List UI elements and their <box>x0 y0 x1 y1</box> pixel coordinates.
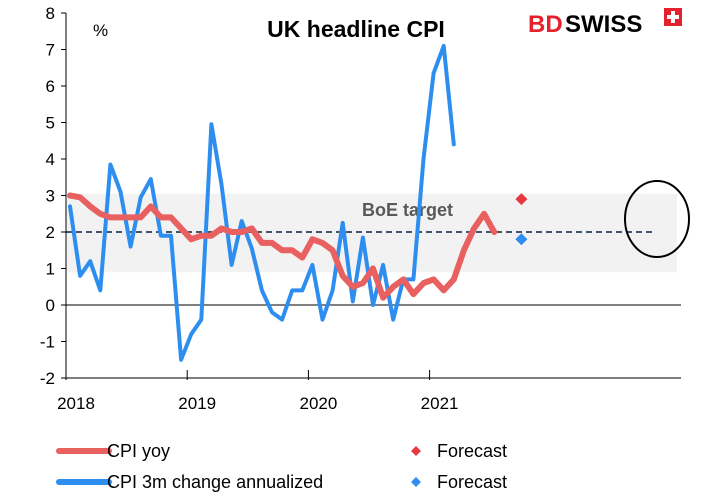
legend-label: CPI 3m change annualized <box>107 472 323 492</box>
swiss-cross-horizontal <box>667 15 679 19</box>
legend-diamond-swatch <box>411 477 421 487</box>
y-tick-label: 8 <box>46 4 55 23</box>
y-tick-label: -1 <box>40 333 55 352</box>
chart-title: UK headline CPI <box>267 16 445 42</box>
y-ticks: -2 -1 0 1 2 3 4 5 6 7 8 <box>40 4 66 388</box>
forecast-marker-cpi-3m <box>515 233 528 246</box>
x-ticks: 2018 2019 2020 2021 <box>57 370 681 413</box>
x-tick-label: 2019 <box>178 394 216 413</box>
y-tick-label: 6 <box>46 77 55 96</box>
x-tick-label: 2020 <box>299 394 337 413</box>
y-tick-label: 4 <box>46 150 55 169</box>
series-layer <box>67 43 498 362</box>
legend: CPI yoy Forecast CPI 3m change annualized F… <box>56 441 507 492</box>
legend-label: Forecast <box>437 472 507 492</box>
unit-label: % <box>93 21 108 40</box>
series-line-cpi-yoy <box>67 192 498 301</box>
x-tick-label: 2018 <box>57 394 95 413</box>
y-tick-label: 5 <box>46 114 55 133</box>
x-tick-label: 2021 <box>421 394 459 413</box>
series-line-cpi-3m-annualized <box>68 43 456 362</box>
legend-label: Forecast <box>437 441 507 461</box>
forecast-layer <box>515 193 528 246</box>
y-tick-label: -2 <box>40 369 55 388</box>
boe-target-label: BoE target <box>362 200 453 220</box>
legend-label: CPI yoy <box>107 441 170 461</box>
legend-diamond-swatch <box>411 446 421 456</box>
logo-text-swiss: SWISS <box>565 11 642 38</box>
forecast-marker-cpi-yoy <box>515 193 528 206</box>
y-tick-label: 2 <box>46 223 55 242</box>
logo-text-bd: BD <box>528 11 563 38</box>
y-tick-label: 3 <box>46 187 55 206</box>
y-tick-label: 1 <box>46 260 55 279</box>
y-tick-label: 0 <box>46 296 55 315</box>
y-tick-label: 7 <box>46 41 55 60</box>
bdswiss-logo: BD SWISS <box>528 8 682 38</box>
forecast-highlight-circle <box>624 180 690 258</box>
